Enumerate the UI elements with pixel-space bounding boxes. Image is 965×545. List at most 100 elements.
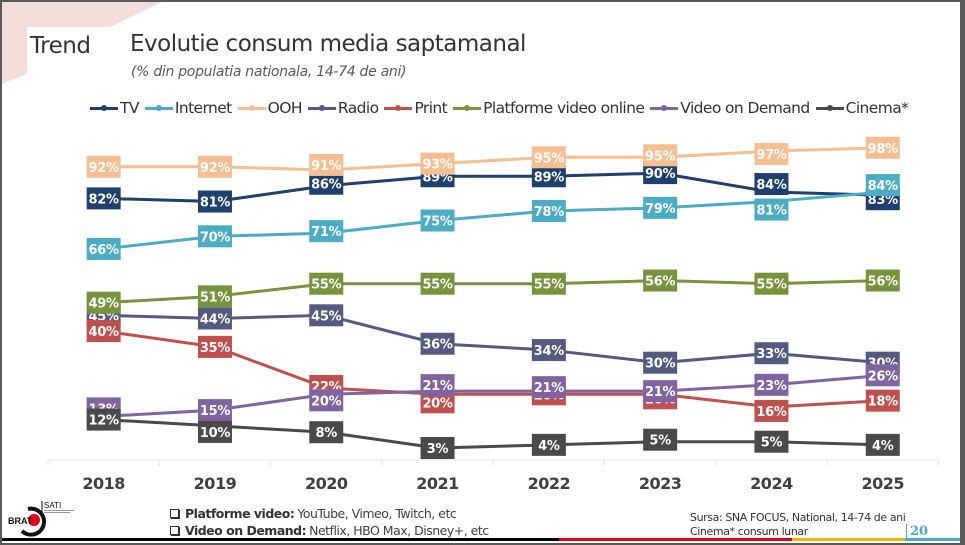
- footnote-platforme: Platforme video: YouTube, Vimeo, Twitch,…: [170, 505, 489, 522]
- data-label-ooh: 92%: [197, 155, 232, 178]
- data-label-box: [86, 291, 121, 314]
- data-label-text: 5%: [649, 434, 671, 449]
- data-label-text: 33%: [756, 347, 786, 362]
- data-label-tv: 89%: [531, 165, 566, 188]
- data-label-platforme-video-online: 55%: [309, 272, 344, 295]
- data-label-text: 21%: [645, 385, 675, 400]
- data-label-box: [754, 142, 789, 165]
- data-label-box: [86, 408, 121, 431]
- data-label-text: 8%: [316, 426, 338, 441]
- legend-item-platforme-video-online: Platforme video online: [453, 99, 645, 117]
- series-line-cinema: [103, 418, 883, 450]
- data-label-cinema: 4%: [865, 433, 900, 456]
- data-label-box: [197, 190, 232, 213]
- x-tick-label: 2019: [194, 474, 237, 493]
- data-label-text: 55%: [756, 278, 786, 293]
- footnotes: Platforme video: YouTube, Vimeo, Twitch,…: [170, 505, 489, 539]
- data-label-platforme-video-online: 55%: [754, 272, 789, 295]
- data-label-radio: 45%: [309, 304, 344, 327]
- data-label-box: [643, 162, 678, 185]
- data-label-box: [865, 389, 900, 412]
- data-label-print: 16%: [754, 399, 789, 422]
- data-label-cinema: 8%: [309, 421, 344, 444]
- source-line: Cinema* consum lunar: [690, 525, 808, 538]
- legend-line-marker-icon: [815, 104, 844, 111]
- x-tick-label: 2020: [305, 474, 348, 493]
- data-label-text: 83%: [868, 193, 898, 208]
- x-tick-label: 2021: [416, 474, 459, 493]
- data-label-text: 81%: [756, 204, 786, 219]
- legend-line-marker-icon: [453, 104, 482, 111]
- data-label-text: 97%: [756, 148, 786, 163]
- footnote-text: Netflix, HBO Max, Disney+, etc: [309, 523, 489, 538]
- decorative-corner-shape: [2, 2, 162, 84]
- data-label-text: 98%: [868, 142, 898, 157]
- data-label-box: [420, 391, 455, 414]
- data-label-box: [420, 152, 455, 175]
- series-line-print: [103, 329, 883, 409]
- data-label-box: [643, 144, 678, 167]
- chart-legend: TV Internet OOH Radio Print Platforme video o…: [90, 99, 914, 117]
- data-label-text: 55%: [422, 278, 452, 293]
- data-label-box: [865, 433, 900, 456]
- data-label-tv: 84%: [754, 173, 789, 196]
- data-label-print: 18%: [865, 389, 900, 412]
- data-label-text: 92%: [89, 161, 119, 176]
- legend-label: Radio: [337, 99, 379, 117]
- data-label-box: [754, 430, 789, 453]
- data-label-text: 93%: [422, 158, 452, 173]
- data-label-text: 4%: [538, 439, 560, 454]
- strip-teal: [905, 538, 960, 541]
- data-label-box: [643, 380, 678, 403]
- page-number: 20: [906, 524, 928, 540]
- legend-label: OOH: [267, 99, 303, 117]
- data-label-internet: 79%: [643, 196, 678, 219]
- data-label-text: 95%: [645, 149, 675, 164]
- legend-label: Cinema*: [845, 99, 909, 117]
- data-label-box: [531, 165, 566, 188]
- data-label-text: 56%: [645, 275, 675, 290]
- legend-item-radio: Radio: [307, 99, 379, 117]
- series-line-internet: [103, 190, 883, 251]
- series-line-ooh: [103, 146, 883, 172]
- series-line-tv: [103, 171, 883, 204]
- data-label-text: 44%: [200, 312, 230, 327]
- data-label-text: 86%: [311, 178, 341, 193]
- legend-line-marker-icon: [144, 104, 173, 111]
- data-label-text: 84%: [868, 179, 898, 194]
- data-label-box: [420, 437, 455, 460]
- data-label-box: [754, 373, 789, 396]
- data-label-ooh: 92%: [86, 155, 121, 178]
- data-label-box: [86, 155, 121, 178]
- data-label-radio: 33%: [754, 342, 789, 365]
- data-label-box: [643, 428, 678, 451]
- data-label-text: 49%: [89, 297, 119, 312]
- bottom-color-strip: [2, 538, 960, 541]
- data-label-text: 40%: [89, 325, 119, 340]
- data-label-box: [531, 200, 566, 223]
- source-note: Sursa: SNA FOCUS, National, 14-74 de ani…: [690, 511, 906, 539]
- data-label-box: [754, 272, 789, 295]
- data-label-text: 3%: [427, 442, 449, 457]
- data-label-text: 15%: [200, 404, 230, 419]
- data-label-box: [197, 225, 232, 248]
- data-label-internet: 81%: [754, 198, 789, 221]
- x-tick-label: 2024: [750, 474, 793, 493]
- data-label-print: 20%: [420, 391, 455, 414]
- footnote-label: Platforme video:: [185, 506, 295, 521]
- x-tick-label: 2018: [82, 474, 125, 493]
- logo-brat-text: BRAT: [8, 516, 33, 526]
- legend-item-cinema: Cinema*: [815, 99, 909, 117]
- data-label-text: 12%: [89, 414, 119, 429]
- footnote-vod: Video on Demand: Netflix, HBO Max, Disne…: [170, 522, 489, 539]
- data-label-box: [754, 399, 789, 422]
- data-label-text: 23%: [756, 379, 786, 394]
- data-label-box: [197, 335, 232, 358]
- data-label-box: [754, 342, 789, 365]
- data-label-box: [754, 173, 789, 196]
- data-label-internet: 71%: [309, 220, 344, 243]
- legend-label: Internet: [174, 99, 232, 117]
- data-label-video-on-demand: 23%: [754, 373, 789, 396]
- data-label-text: 55%: [311, 278, 341, 293]
